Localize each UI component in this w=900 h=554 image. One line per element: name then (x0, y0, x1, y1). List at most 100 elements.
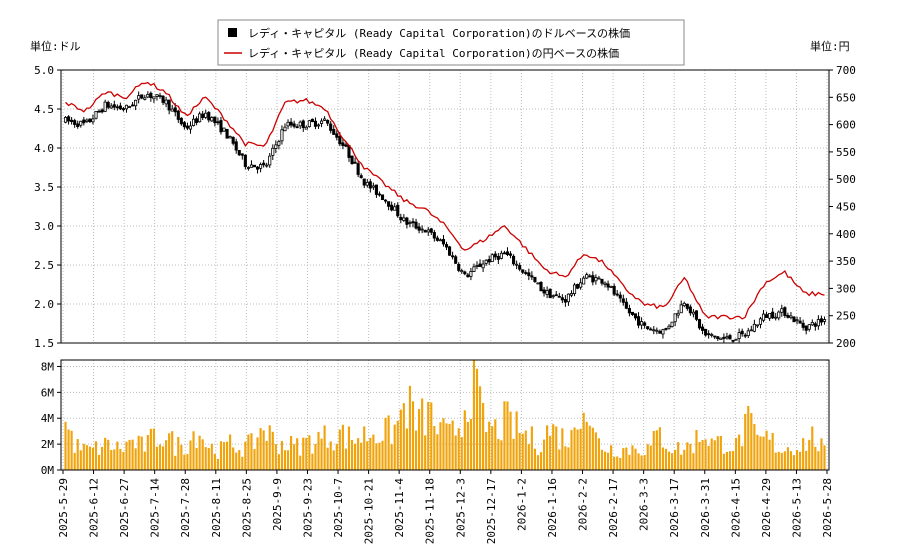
volume-bar (646, 444, 649, 470)
candle-up (286, 121, 290, 127)
volume-bar (363, 426, 366, 470)
candle-up (420, 228, 424, 231)
volume-bar (488, 421, 491, 470)
volume-bar (753, 423, 756, 470)
volume-bar (719, 435, 722, 470)
volume-bar (67, 429, 70, 470)
candle-up (204, 112, 208, 118)
candle-down (612, 285, 616, 295)
volume-bar (286, 450, 290, 470)
candle-up (655, 329, 659, 332)
candle-up (579, 282, 583, 288)
candle-down (646, 326, 650, 330)
volume-bar (116, 441, 119, 470)
candle-up (91, 118, 95, 123)
volume-bar (399, 409, 402, 470)
volume-bar (515, 411, 518, 470)
volume-bar (378, 442, 381, 470)
volume-bar (122, 451, 125, 470)
candle-up (725, 336, 729, 339)
volume-bar (643, 455, 646, 470)
candle-down (231, 136, 235, 144)
candle-up (124, 104, 129, 110)
candle-down (70, 119, 74, 122)
volume-bar (811, 426, 814, 470)
volume-tick-label: 8M (41, 360, 55, 373)
candle-up (170, 108, 174, 112)
y-right-unit-label: 単位:円 (810, 39, 850, 53)
volume-bar (771, 433, 774, 470)
volume-bar (171, 431, 174, 470)
candle-up (499, 252, 503, 259)
volume-bar (512, 438, 515, 470)
candle-down (295, 126, 299, 129)
candle-down (728, 335, 732, 340)
volume-bar (152, 428, 155, 470)
candle-up (109, 105, 113, 109)
volume-bar (546, 425, 549, 470)
volume-bar (296, 438, 299, 470)
volume-bar (497, 438, 500, 470)
candle-down (411, 221, 415, 224)
volume-bar (631, 445, 634, 470)
volume-bar (244, 441, 247, 470)
price-right-tick-label: 500 (836, 173, 856, 186)
candle-down (173, 107, 177, 113)
candle-down (786, 315, 790, 318)
volume-bar (183, 454, 186, 470)
volume-bar (750, 413, 753, 470)
volume-bar (207, 447, 210, 470)
candle-down (368, 181, 372, 189)
volume-tick-label: 6M (41, 386, 55, 399)
volume-tick-label: 0M (41, 464, 55, 477)
volume-bar (302, 437, 305, 470)
legend: レディ・キャピタル (Ready Capital Corporation)のドル… (217, 19, 685, 66)
volume-bar (146, 435, 149, 470)
candle-up (816, 319, 820, 327)
volume-bar (445, 423, 448, 470)
candle-down (195, 118, 199, 123)
price-left-tick-label: 5.0 (34, 64, 54, 77)
candle-up (393, 206, 397, 211)
candle-up (280, 129, 284, 142)
volume-bar (73, 452, 76, 470)
volume-bar (674, 449, 677, 470)
volume-bar (808, 439, 811, 470)
price-left-tick-label: 3.5 (34, 181, 54, 194)
date-tick-label: 2026-4-29 (760, 478, 773, 538)
candle-down (798, 320, 802, 324)
candle-down (185, 125, 189, 129)
volume-bar (448, 423, 451, 470)
volume-bar (735, 437, 738, 470)
volume-bar (180, 444, 183, 470)
candle-up (719, 337, 723, 341)
candle-up (198, 113, 202, 123)
candle-up (274, 144, 278, 149)
candle-down (301, 120, 305, 128)
volume-bar (524, 430, 527, 470)
volume-bar (799, 451, 802, 470)
volume-bar (155, 446, 159, 470)
candle-down (225, 128, 229, 139)
volume-bar (314, 444, 317, 470)
volume-bar (229, 434, 232, 470)
volume-bar (262, 430, 265, 470)
volume-bars (64, 360, 826, 470)
candle-down (530, 275, 534, 278)
volume-bar (564, 446, 567, 470)
volume-bar (280, 440, 284, 470)
volume-bar (366, 441, 369, 470)
candle-up (127, 106, 132, 108)
candle-down (740, 330, 744, 335)
volume-bar (466, 421, 469, 470)
volume-bar (104, 437, 107, 470)
volume-bar (393, 424, 396, 470)
volume-bar (482, 403, 485, 470)
candle-down (716, 336, 720, 340)
volume-bar (225, 441, 229, 470)
candle-up (265, 164, 269, 167)
candle-down (359, 175, 363, 178)
volume-bar (268, 425, 271, 470)
volume-bar (110, 449, 113, 470)
